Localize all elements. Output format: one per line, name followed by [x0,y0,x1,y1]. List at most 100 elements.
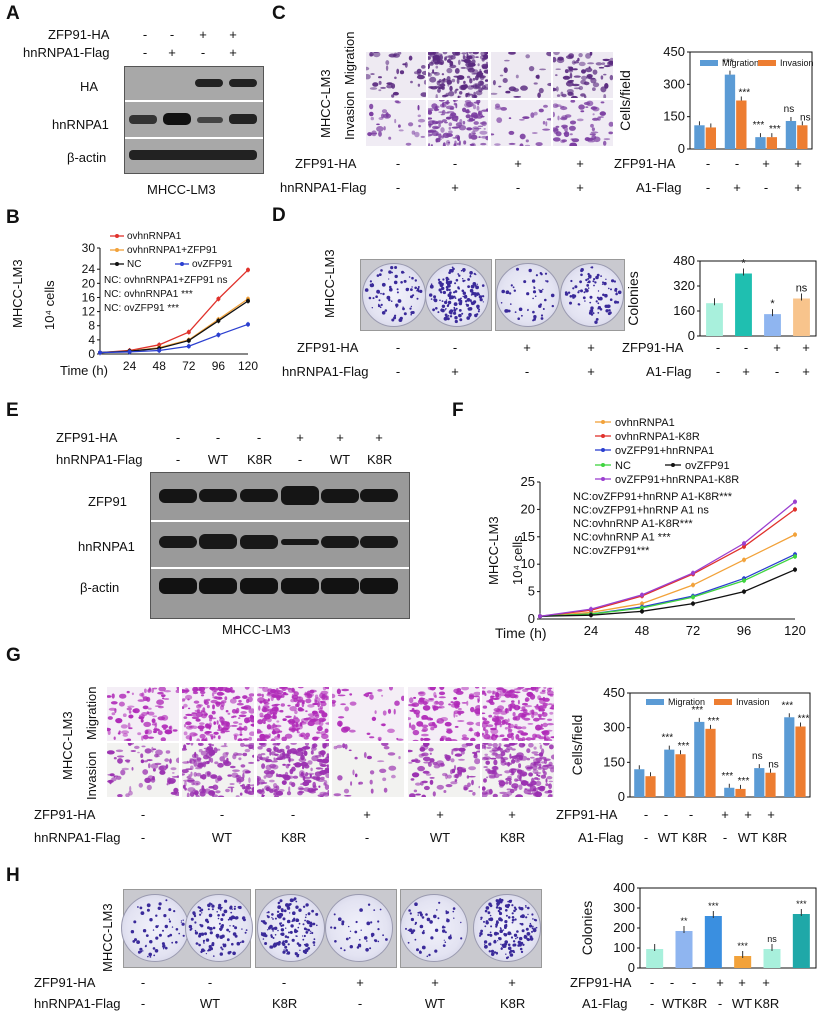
cell-dot [463,80,466,84]
cell-dot [204,731,210,735]
cell-dot [548,783,552,790]
stat-annotation: NC:ovZFP91*** [573,545,650,557]
colony-dot [528,268,532,273]
colony-dot [602,281,604,284]
colony-dot [272,918,274,920]
colony-dot [276,941,281,946]
colony-dot [211,904,215,908]
cell-dot [369,694,374,700]
cell-dot [599,111,606,116]
colony-dot [529,922,532,925]
cell-dot [377,736,382,741]
cell-dot [257,728,262,734]
cell-dot [485,789,493,795]
cell-dot [310,767,313,772]
cell-dot [421,717,424,720]
colony-dot [507,943,511,947]
cell-dot [205,698,211,702]
a-band-a1-label: hnRNPA1 [52,117,109,132]
cell-dot [257,789,262,793]
y-tick-label: 300 [663,76,685,91]
significance-label: ns [796,283,808,295]
cell-dot [249,731,254,736]
colony-dot [521,314,523,317]
colony-dot [430,283,433,285]
colony-dot [484,925,487,928]
bar [736,100,747,149]
cell-dot [410,778,415,781]
colony-dot [513,289,516,292]
cell-dot [161,694,166,697]
cell-dot [388,136,392,140]
colony-dot [417,286,420,288]
cell-dot [533,746,537,750]
colony-dot [485,906,490,910]
cell-dot [460,66,467,69]
cell-dot [504,727,508,730]
cell-dot [126,707,132,711]
cell-dot [580,110,585,113]
cell-dot [158,687,166,692]
colony-dot [389,287,393,292]
g-migration-image [332,687,404,741]
cell-dot [385,60,390,66]
cell-dot [128,710,132,714]
cell-dot [383,787,388,793]
colony-dot [495,899,499,903]
cell-dot [233,721,239,724]
cell-dot [532,687,541,690]
colony-dot [364,288,369,292]
cell-dot [600,101,605,104]
colony-dot [379,306,382,309]
a-band [195,79,223,87]
cell-dot [431,721,436,726]
colony-dot [614,300,618,304]
cell-dot [417,83,421,87]
cell-dot [453,710,461,715]
cell-dot [532,733,538,739]
a-band [129,150,257,160]
cell-dot [416,68,422,74]
cell-dot [217,795,225,797]
colony-dot [523,280,527,284]
colony-dot [479,934,481,937]
cell-dot [501,737,510,741]
colony-dot [391,271,393,274]
cell-dot [429,779,434,785]
cell-dot [312,743,318,748]
cell-dot [541,689,546,693]
plot-frame [639,887,817,969]
colony-dot [216,936,219,939]
colony-dot [198,932,202,936]
cell-dot [473,691,480,696]
h-well [325,894,393,962]
cell-dot [475,687,480,689]
cell-dot [600,75,604,80]
colony-dot [526,932,531,936]
cell-dot [458,747,466,752]
d-a1-sign: - [524,364,530,379]
cell-dot [144,748,152,754]
cell-dot [514,723,518,728]
cell-dot [409,793,416,797]
colony-dot [522,943,525,946]
cell-dot [339,722,342,727]
significance-label: *** [738,88,750,99]
cell-dot [449,106,455,109]
g-zfp91-sign: - [290,807,296,822]
colony-dot [370,921,373,924]
cell-dot [122,733,128,737]
cell-dot [285,745,290,750]
colony-dot [484,944,488,949]
colony-dot [569,301,572,305]
cell-dot [229,698,237,704]
colony-dot [505,914,508,917]
bar [706,303,723,336]
cell-dot [447,81,450,87]
cell-dot [272,711,277,716]
cell-dot [556,57,565,64]
colony-dot [544,298,547,302]
colony-dot [608,287,610,290]
cell-dot [446,728,452,731]
cell-dot [430,144,433,146]
